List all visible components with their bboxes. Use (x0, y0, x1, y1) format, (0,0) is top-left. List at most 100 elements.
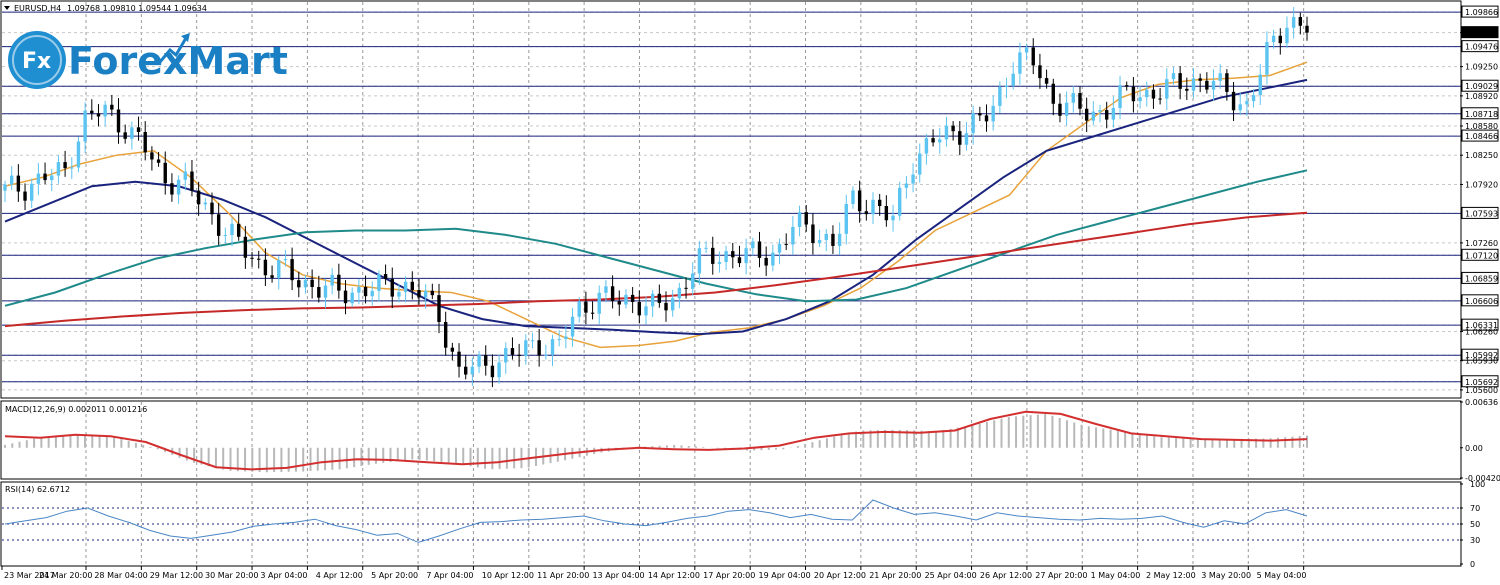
candle-bull (1271, 35, 1276, 43)
candle-bear (1151, 89, 1156, 99)
candle-bull (911, 174, 915, 184)
price-tick-label: 1.08466 (1465, 132, 1498, 141)
candle-bear (764, 257, 768, 266)
price-tick-label: 1.06260 (1465, 327, 1498, 336)
candle-bull (650, 293, 655, 307)
candle-bear (857, 190, 862, 212)
price-tick-label: 1.05692 (1465, 378, 1498, 387)
candle-bear (1185, 88, 1189, 91)
main-header: EURUSD,H4 1.09768 1.09810 1.09544 1.0963… (4, 4, 207, 13)
candle-bear (317, 287, 321, 298)
time-tick-label: 10 Apr 12:00 (482, 571, 534, 580)
candle-bear (590, 312, 595, 314)
dropdown-arrow-icon[interactable] (4, 6, 10, 10)
candle-bull (230, 223, 234, 235)
price-tick-label: 1.07920 (1465, 180, 1498, 189)
candle-bull (791, 226, 795, 245)
time-tick-label: 7 Apr 04:00 (426, 571, 473, 580)
candle-bull (1245, 101, 1249, 105)
price-tick-label: 1.09250 (1465, 63, 1498, 72)
candle-bear (1131, 86, 1136, 102)
candle-bear (443, 321, 448, 348)
candle-bull (76, 141, 81, 168)
candle-bear (584, 301, 588, 313)
candle-bear (43, 173, 47, 181)
candle-bear (811, 224, 815, 244)
candle-bear (757, 241, 762, 258)
candle-bull (1118, 85, 1122, 109)
candle-bear (1044, 78, 1049, 84)
candle-bull (744, 248, 748, 264)
candle-bull (70, 167, 74, 169)
candle-bear (984, 115, 989, 122)
candle-bull (1191, 78, 1196, 91)
rsi-indicator (2, 499, 1460, 543)
candle-bear (1031, 47, 1035, 66)
candle-bear (257, 258, 261, 260)
candle-bear (190, 171, 194, 191)
candle-bear (310, 279, 314, 288)
candle-bear (96, 113, 101, 117)
candle-bull (777, 243, 782, 253)
price-level-tag (1461, 318, 1499, 331)
candle-bull (1165, 79, 1169, 99)
candle-bear (170, 183, 174, 195)
candle-bear (457, 351, 461, 367)
price-level-tag (1461, 5, 1499, 18)
candle-bull (397, 291, 401, 297)
candle-bull (971, 113, 975, 134)
rsi-axis: 100 70 50 30 0 (1460, 480, 1485, 569)
candle-bear (63, 162, 67, 169)
candle-bear (263, 259, 268, 276)
candle-bull (470, 366, 475, 375)
time-tick-label: 3 May 20:00 (1201, 571, 1251, 580)
candle-bear (711, 247, 715, 264)
rsi-tick-label: 70 (1470, 504, 1480, 513)
candle-bear (951, 125, 955, 132)
candle-bear (110, 104, 114, 110)
candle-bull (1024, 47, 1029, 53)
candle-bull (277, 260, 281, 278)
candle-bull (697, 248, 702, 274)
time-tick-label: 23 Mar 2017 (4, 571, 55, 580)
candle-bear (737, 257, 742, 264)
candle-bear (156, 159, 161, 163)
candle-bull (323, 285, 328, 298)
rsi-tick-label: 30 (1470, 536, 1480, 545)
price-level-tag (1461, 40, 1499, 53)
candle-bull (717, 261, 722, 264)
candle-bull (303, 279, 308, 288)
rsi-header: RSI(14) 62.6712 (5, 485, 70, 494)
candle-bull (1004, 85, 1009, 87)
price-level-tag (1461, 206, 1499, 219)
candle-bear (517, 354, 521, 357)
candle-bear (978, 113, 982, 116)
price-level-tag (1461, 79, 1499, 92)
candle-bull (497, 362, 501, 378)
candle-bear (337, 274, 341, 291)
time-tick-label: 20 Apr 12:00 (814, 571, 866, 580)
time-tick-label: 4 Apr 12:00 (316, 571, 363, 580)
candle-bull (530, 340, 535, 342)
macd-tick-label: 0.00636 (1465, 398, 1498, 407)
candle-bull (550, 339, 555, 355)
macd-axis: 0.00636 0.00 -0.00420 (1460, 398, 1500, 483)
candle-bull (1138, 97, 1142, 102)
candle-bull (283, 259, 288, 261)
price-tick-label: 1.06859 (1465, 274, 1498, 283)
time-tick-label: 27 Apr 20:00 (1035, 571, 1087, 580)
time-tick-label: 13 Apr 04:00 (592, 571, 644, 580)
candle-bull (183, 171, 187, 180)
moving-averages (4, 61, 1308, 349)
price-tick-label: 1.07120 (1465, 251, 1498, 260)
rsi-tick-label: 50 (1470, 520, 1480, 529)
candle-bull (1285, 27, 1289, 44)
candle-bull (1018, 52, 1022, 74)
candle-bull (524, 340, 528, 357)
price-tick-label: 1.08718 (1465, 110, 1498, 119)
price-level-tag (1461, 348, 1499, 361)
candle-bull (918, 153, 922, 175)
logo-badge-icon (8, 31, 66, 89)
ma-line-3 (4, 169, 1308, 307)
